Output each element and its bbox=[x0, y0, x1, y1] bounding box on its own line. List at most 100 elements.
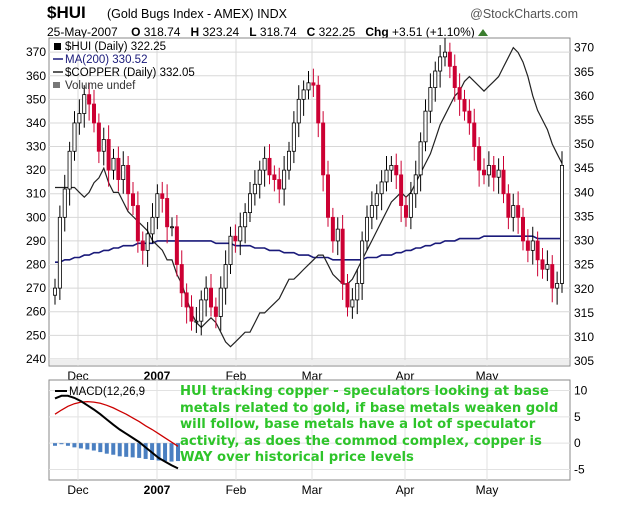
candle-body bbox=[335, 228, 340, 242]
candle-body bbox=[111, 157, 116, 171]
candle-body bbox=[272, 174, 277, 180]
macd-x-tick: Apr bbox=[396, 483, 415, 497]
candle-body bbox=[374, 193, 379, 206]
candle-body bbox=[521, 216, 526, 242]
candle-body bbox=[501, 169, 506, 195]
y-tick-left: 250 bbox=[26, 328, 46, 342]
histogram-bar bbox=[91, 443, 96, 451]
macd-y-tick: -5 bbox=[574, 462, 585, 476]
candle-body bbox=[199, 299, 204, 322]
macd-x-tick: Dec bbox=[67, 483, 88, 497]
y-tick-left: 320 bbox=[26, 163, 46, 177]
instrument-name: (Gold Bugs Index - AMEX) INDX bbox=[107, 7, 287, 21]
candle-body bbox=[316, 84, 321, 124]
annotation-text: HUI tracking copper - speculators lookin… bbox=[180, 384, 559, 465]
candle-body bbox=[57, 216, 62, 289]
candle-body bbox=[486, 165, 491, 176]
y-tick-right: 345 bbox=[574, 161, 594, 175]
y-tick-left: 260 bbox=[26, 305, 46, 319]
candle-body bbox=[62, 188, 67, 218]
candle-body bbox=[208, 287, 213, 308]
candle-body bbox=[87, 94, 92, 105]
candle-body bbox=[189, 306, 194, 322]
y-tick-left: 280 bbox=[26, 258, 46, 272]
histogram-bar bbox=[72, 443, 77, 448]
y-tick-left: 290 bbox=[26, 234, 46, 248]
candle-body bbox=[399, 174, 404, 206]
legend-swatch-hui bbox=[54, 43, 61, 50]
candle-body bbox=[506, 193, 511, 218]
y-tick-left: 340 bbox=[26, 116, 46, 130]
candle-body bbox=[433, 70, 438, 88]
candle-body bbox=[252, 183, 257, 195]
candle-body bbox=[247, 193, 252, 214]
histogram-bar bbox=[163, 443, 168, 462]
macd-panel bbox=[48, 379, 571, 481]
candle-body bbox=[92, 103, 97, 124]
candle-body bbox=[184, 292, 189, 308]
histogram-bar bbox=[78, 443, 83, 449]
y-tick-right: 350 bbox=[574, 137, 594, 151]
candle-body bbox=[384, 169, 389, 183]
y-tick-left: 310 bbox=[26, 187, 46, 201]
candle-body bbox=[257, 169, 262, 185]
price-axes: 240 250 260 270 280 290 300 310 320 330 340 350 360 3… bbox=[26, 41, 594, 383]
y-tick-right: 320 bbox=[574, 282, 594, 296]
candle-body bbox=[550, 264, 555, 289]
candle-body bbox=[516, 205, 521, 218]
legend-volume: Volume undef bbox=[65, 80, 136, 92]
candle-body bbox=[72, 122, 77, 152]
candle-body bbox=[428, 87, 433, 112]
hui-candles bbox=[53, 38, 565, 336]
y-tick-right: 335 bbox=[574, 209, 594, 223]
volume-bar bbox=[50, 360, 569, 365]
macd-x-tick: 2007 bbox=[144, 483, 171, 497]
candle-body bbox=[218, 287, 223, 317]
macd-grid bbox=[49, 380, 570, 480]
macd-axes: -5 0 5 10 Dec 2007 Feb Mar Apr May bbox=[67, 384, 587, 497]
candle-body bbox=[447, 51, 452, 67]
candle-body bbox=[130, 193, 135, 206]
macd-x-tick: May bbox=[476, 483, 499, 497]
histogram-bar bbox=[53, 443, 57, 446]
candle-body bbox=[145, 233, 150, 251]
macd-y-tick: 0 bbox=[574, 436, 581, 450]
candle-body bbox=[369, 205, 374, 218]
candle-body bbox=[150, 216, 155, 235]
candle-body bbox=[472, 122, 477, 147]
candle-body bbox=[360, 240, 365, 284]
candle-body bbox=[452, 65, 457, 88]
y-tick-right: 370 bbox=[574, 41, 594, 55]
candle-body bbox=[394, 165, 399, 176]
candle-body bbox=[442, 51, 447, 58]
candle-body bbox=[116, 157, 121, 180]
candle-body bbox=[106, 139, 111, 171]
candle-body bbox=[169, 226, 174, 229]
y-tick-left: 270 bbox=[26, 281, 46, 295]
candle-body bbox=[364, 216, 369, 242]
legend-copper: $COPPER (Daily) 332.05 bbox=[65, 67, 195, 79]
candle-body bbox=[457, 87, 462, 100]
candle-body bbox=[135, 205, 140, 242]
candle-body bbox=[525, 240, 530, 251]
y-tick-right: 365 bbox=[574, 65, 594, 79]
candle-body bbox=[306, 82, 311, 91]
legend-ma: MA(200) 330.52 bbox=[65, 54, 147, 66]
up-arrow-icon bbox=[477, 29, 488, 36]
candle-body bbox=[438, 56, 443, 72]
y-tick-right: 325 bbox=[574, 258, 594, 272]
y-tick-left: 360 bbox=[26, 69, 46, 83]
chart-header: $HUI (Gold Bugs Index - AMEX) INDX @Stoc… bbox=[0, 0, 620, 44]
candle-body bbox=[350, 299, 355, 308]
y-tick-right: 360 bbox=[574, 89, 594, 103]
histogram-bar bbox=[85, 443, 90, 450]
candle-body bbox=[174, 226, 179, 265]
candle-body bbox=[165, 198, 170, 228]
y-tick-right: 305 bbox=[574, 354, 594, 368]
legend-swatch-volume bbox=[53, 82, 60, 88]
watermark: @StockCharts.com bbox=[470, 7, 578, 21]
histogram-bar bbox=[156, 443, 161, 461]
macd-y-tick: 10 bbox=[574, 384, 588, 398]
candle-body bbox=[213, 306, 218, 317]
candle-body bbox=[379, 181, 384, 195]
